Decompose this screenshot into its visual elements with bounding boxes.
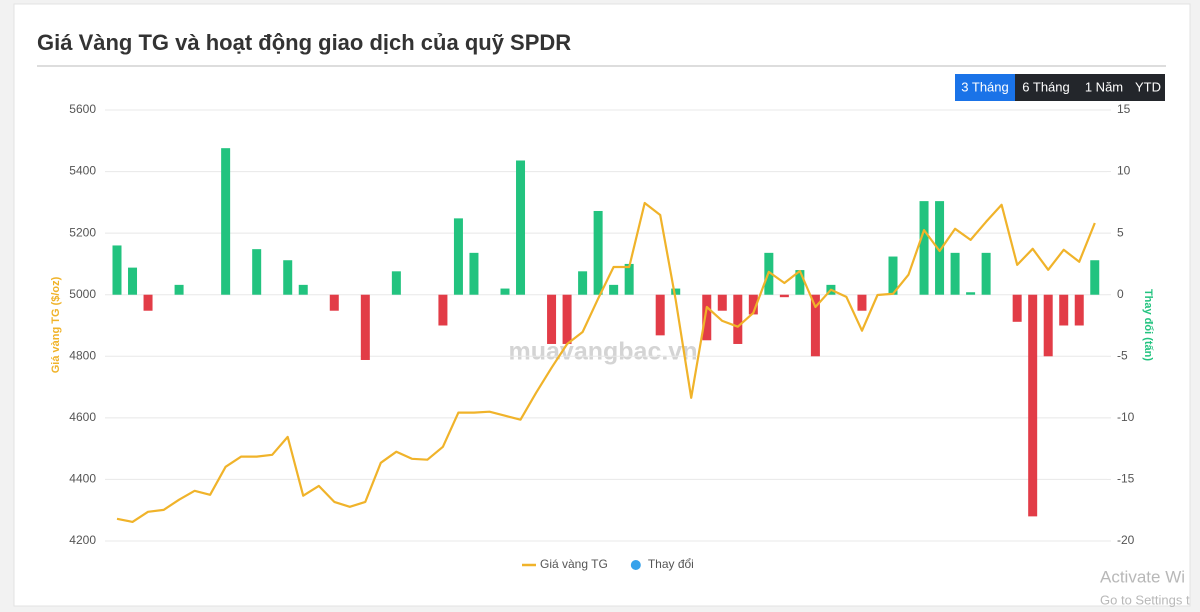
bar	[1028, 294, 1038, 517]
bar	[671, 288, 681, 295]
bar	[702, 294, 712, 341]
bar	[966, 292, 976, 295]
bar	[655, 294, 665, 336]
bar	[748, 294, 758, 315]
bar	[1074, 294, 1084, 326]
bar	[935, 201, 945, 295]
bar	[981, 252, 991, 295]
legend-marker	[630, 560, 641, 570]
chart-title: Giá Vàng TG và hoạt động giao dịch của q…	[37, 30, 571, 55]
bar	[360, 294, 370, 360]
range-button-label[interactable]: 1 Năm	[1085, 79, 1123, 94]
bar	[143, 294, 153, 311]
y-tick-label: 5000	[69, 287, 96, 301]
bar	[453, 218, 463, 295]
activation-subtext: Go to Settings t	[1100, 592, 1190, 607]
bar	[795, 270, 805, 295]
range-button[interactable]	[1131, 74, 1165, 101]
bar	[624, 263, 634, 295]
range-button[interactable]	[955, 74, 1015, 101]
legend-label: Giá vàng TG	[540, 557, 608, 571]
bar	[593, 210, 603, 295]
range-button-label[interactable]: YTD	[1135, 79, 1161, 94]
bar	[562, 294, 572, 344]
legend-label: Thay đổi	[648, 557, 694, 571]
bar	[1012, 294, 1022, 322]
y-tick-label: 4600	[69, 410, 96, 424]
bar	[578, 271, 588, 295]
bar	[298, 284, 308, 295]
bar	[438, 294, 448, 326]
bar	[221, 148, 231, 295]
y-tick-label: 4400	[69, 472, 96, 486]
y-tick-label: 5200	[69, 225, 96, 239]
bar	[609, 284, 619, 295]
bar	[857, 294, 867, 311]
activation-text: Activate Wi	[1100, 567, 1185, 586]
bar	[1043, 294, 1053, 357]
y2-tick-label: 15	[1117, 102, 1131, 116]
bar	[469, 252, 479, 295]
y-tick-label: 5400	[69, 164, 96, 178]
bar	[1090, 260, 1100, 295]
bar	[283, 260, 293, 295]
bar	[888, 256, 898, 295]
y2-tick-label: 10	[1117, 164, 1131, 178]
bar	[329, 294, 339, 311]
range-button-label[interactable]: 6 Tháng	[1022, 79, 1069, 94]
bar	[717, 294, 727, 311]
bar	[128, 267, 138, 295]
bar	[919, 201, 929, 295]
bar	[950, 252, 960, 295]
watermark: muavangbac.vn	[509, 338, 698, 366]
bar	[810, 294, 820, 357]
bar	[252, 249, 262, 295]
bar	[779, 294, 789, 298]
y-axis-title: Giá vàng TG ($/oz)	[50, 276, 62, 373]
y2-tick-label: 0	[1117, 287, 1124, 301]
range-button[interactable]	[1015, 74, 1077, 101]
bar	[391, 271, 401, 295]
y-tick-label: 4800	[69, 348, 96, 362]
bar	[547, 294, 557, 344]
bar	[733, 294, 743, 344]
range-button[interactable]	[1077, 74, 1131, 101]
range-button-label[interactable]: 3 Tháng	[961, 79, 1008, 94]
bar	[500, 288, 510, 295]
bar	[1059, 294, 1069, 326]
y2-tick-label: -5	[1117, 348, 1128, 362]
y2-tick-label: -10	[1117, 410, 1135, 424]
bar	[112, 245, 122, 295]
y2-tick-label: -15	[1117, 472, 1135, 486]
bar	[174, 284, 184, 295]
bar	[516, 160, 526, 295]
y-tick-label: 4200	[69, 533, 96, 547]
card	[13, 3, 1191, 607]
y2-tick-label: 5	[1117, 225, 1124, 239]
line	[116, 201, 1096, 523]
y2-tick-label: -20	[1117, 533, 1135, 547]
y2-axis-title: Thay đổi (tấn)	[1142, 289, 1154, 361]
y-tick-label: 5600	[69, 102, 96, 116]
